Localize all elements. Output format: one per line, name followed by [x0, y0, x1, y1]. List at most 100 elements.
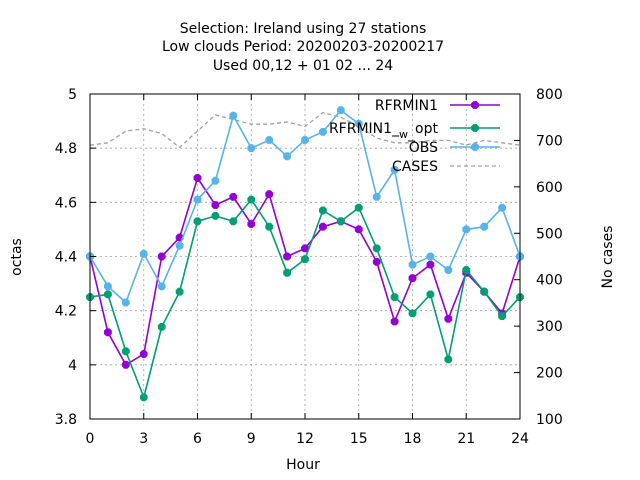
x-tick-label: 18 — [404, 431, 422, 447]
data-point-rfrmin1 — [372, 257, 381, 266]
y2-tick-label: 100 — [536, 412, 563, 428]
data-point-rfrmin1-w-opt — [265, 222, 274, 231]
legend-label-subscript: w — [399, 128, 408, 141]
x-tick-label: 24 — [511, 431, 529, 447]
data-point-rfrmin1-w-opt — [372, 244, 381, 253]
data-point-rfrmin1-w-opt — [193, 217, 202, 226]
data-point-obs — [265, 136, 274, 144]
data-point-rfrmin1 — [444, 314, 453, 323]
data-point-rfrmin1 — [318, 222, 327, 231]
data-point-rfrmin1-w-opt — [480, 287, 489, 296]
x-tick-label: 9 — [247, 431, 256, 447]
series-rfrmin1-w-opt — [86, 195, 524, 402]
legend-marker-obs — [471, 143, 479, 151]
data-point-rfrmin1-w-opt — [139, 393, 148, 402]
data-point-obs — [480, 222, 489, 231]
y-tick-label: 4 — [68, 358, 77, 374]
legend-label-cases: CASES — [392, 159, 438, 175]
data-point-obs — [211, 176, 220, 185]
data-point-obs — [372, 193, 381, 201]
title-line-1: Selection: Ireland using 27 stations — [180, 21, 427, 37]
y2-tick-label: 200 — [536, 366, 563, 382]
data-point-rfrmin1-w-opt — [175, 287, 184, 296]
data-point-obs — [462, 225, 471, 234]
data-point-rfrmin1 — [283, 252, 292, 261]
data-point-obs — [408, 260, 417, 269]
legend-marker-rfrmin1 — [471, 101, 479, 109]
plot-series — [86, 106, 524, 402]
data-point-rfrmin1-w-opt — [104, 290, 112, 299]
data-point-obs — [444, 266, 453, 274]
data-point-obs — [104, 282, 112, 291]
data-point-rfrmin1-w-opt — [301, 255, 309, 264]
series-line-cases — [89, 111, 521, 149]
data-point-rfrmin1-w-opt — [336, 217, 345, 226]
data-point-rfrmin1-w-opt — [247, 195, 256, 204]
data-point-rfrmin1-w-opt — [283, 268, 292, 277]
data-point-obs — [390, 165, 399, 174]
x-tick-label: 21 — [457, 431, 475, 447]
data-point-rfrmin1-w-opt — [229, 217, 238, 226]
y2-tick-label: 500 — [536, 226, 563, 242]
data-point-rfrmin1 — [390, 317, 399, 326]
data-point-obs — [354, 119, 363, 128]
x-tick-label: 12 — [296, 431, 314, 447]
data-point-rfrmin1 — [229, 193, 238, 201]
y-tick-label: 5 — [68, 87, 77, 103]
y2-tick-label: 600 — [536, 180, 563, 196]
data-point-obs — [498, 203, 507, 212]
legend-label-tail: opt — [415, 121, 438, 137]
data-point-rfrmin1-w-opt — [426, 290, 435, 299]
data-point-rfrmin1 — [247, 220, 256, 228]
x-tick-label: 3 — [139, 431, 148, 447]
legend-label-underscore: _ — [391, 121, 400, 137]
data-point-obs — [318, 128, 327, 136]
data-point-rfrmin1-w-opt — [354, 203, 363, 212]
legend-label-underscore: _ — [407, 126, 416, 142]
y-tick-label: 4.6 — [55, 195, 77, 211]
data-point-rfrmin1-w-opt — [408, 309, 417, 318]
data-point-rfrmin1-w-opt — [462, 266, 471, 274]
data-point-obs — [283, 152, 292, 161]
y-tick-label: 4.4 — [55, 250, 77, 266]
data-point-rfrmin1 — [121, 360, 130, 369]
axis-ticks: 0 3 6 9 12 15 18 21 24 3.8 4 4.2 4.4 4.6 4.8 5 100 200 300… — [55, 87, 563, 447]
data-point-rfrmin1-w-opt — [390, 293, 399, 302]
series-rfrmin1 — [86, 174, 524, 369]
x-tick-label: 0 — [86, 431, 95, 447]
data-point-obs — [301, 136, 309, 144]
y-tick-label: 4.2 — [55, 304, 77, 320]
legend-label-rfrmin1: RFRMIN1 — [375, 98, 438, 114]
data-point-rfrmin1 — [354, 225, 363, 234]
data-point-rfrmin1 — [193, 174, 202, 182]
y2-tick-label: 300 — [536, 319, 563, 335]
y2-tick-label: 800 — [536, 87, 563, 103]
title-line-2: Low clouds Period: 20200203-20200217 — [162, 39, 444, 55]
legend-label-rfrmin1-w-opt: RFRMIN1_w_opt — [329, 121, 439, 142]
x-axis-label: Hour — [286, 457, 320, 473]
x-tick-label: 6 — [193, 431, 202, 447]
data-point-rfrmin1-w-opt — [157, 322, 166, 331]
data-point-rfrmin1 — [408, 274, 417, 283]
data-point-obs — [139, 249, 148, 258]
data-point-rfrmin1 — [104, 328, 112, 337]
series-obs — [86, 106, 524, 307]
data-point-obs — [157, 282, 166, 291]
data-point-obs — [229, 111, 238, 120]
data-point-rfrmin1-w-opt — [121, 347, 130, 356]
data-point-obs — [175, 241, 184, 250]
data-point-obs — [336, 106, 345, 115]
y2-axis-label: No cases — [600, 226, 616, 289]
data-point-obs — [121, 298, 130, 307]
data-point-rfrmin1 — [426, 260, 435, 269]
chart-title: Selection: Ireland using 27 stations Low… — [162, 21, 444, 74]
data-point-obs — [426, 252, 435, 261]
data-point-rfrmin1 — [211, 201, 220, 209]
title-line-3: Used 00,12 + 01 02 ... 24 — [213, 58, 393, 74]
legend-label-obs: OBS — [409, 140, 438, 156]
legend-label-main: RFRMIN1 — [329, 121, 392, 137]
data-point-obs — [193, 195, 202, 204]
x-tick-label: 15 — [350, 431, 368, 447]
